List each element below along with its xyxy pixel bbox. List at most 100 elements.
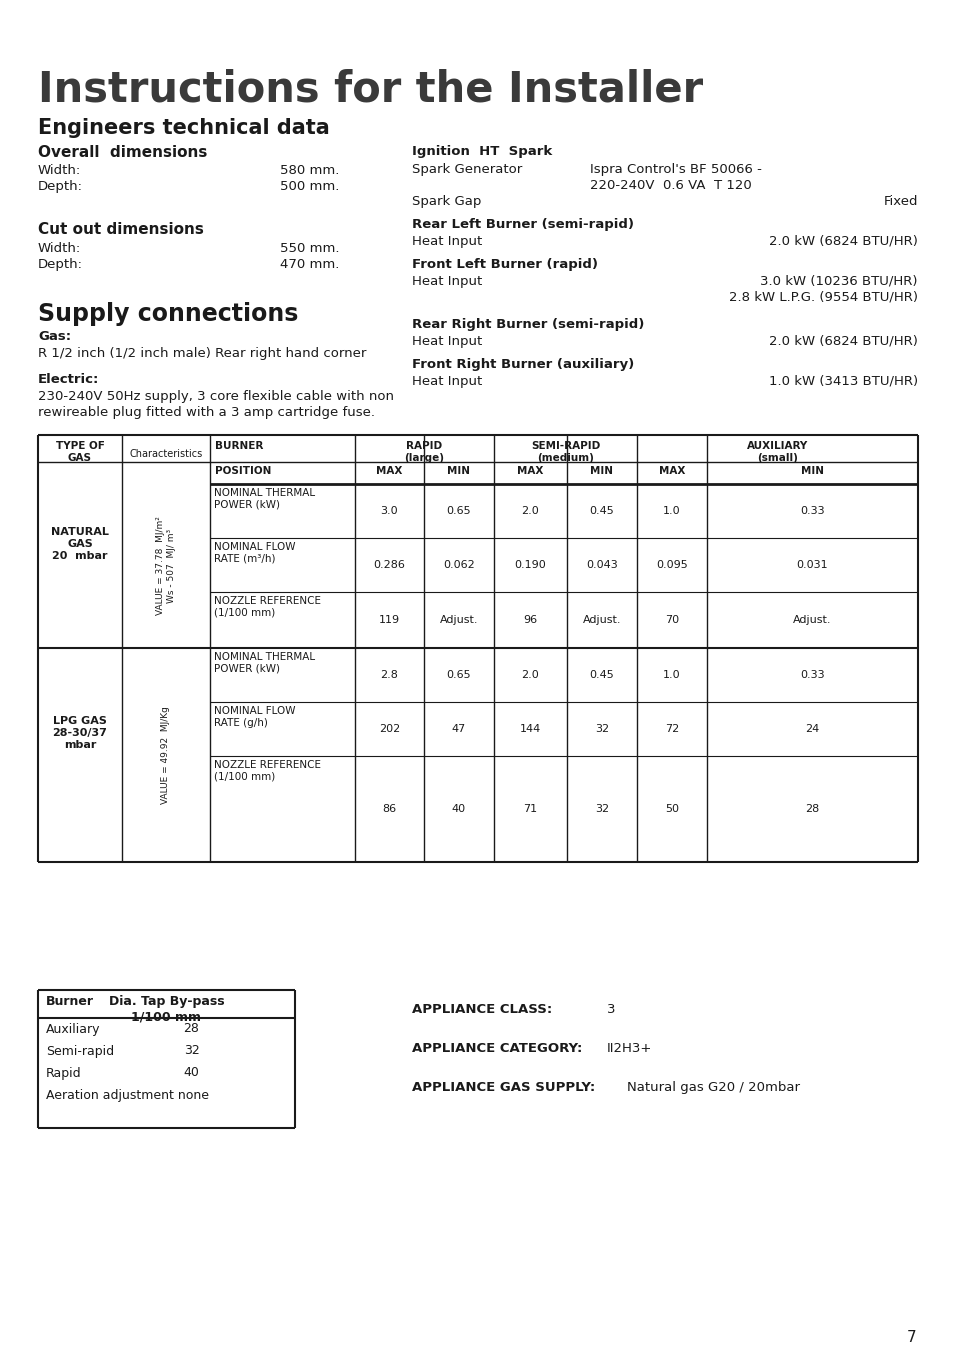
Text: Gas:: Gas: [38,330,71,343]
Text: 40: 40 [452,804,466,815]
Text: 202: 202 [378,724,399,734]
Text: 0.45: 0.45 [589,670,614,680]
Text: 0.33: 0.33 [800,507,824,516]
Text: 96: 96 [523,615,537,626]
Text: MIN: MIN [447,466,470,476]
Text: NOMINAL THERMAL
POWER (kW): NOMINAL THERMAL POWER (kW) [213,488,314,509]
Text: 28: 28 [804,804,819,815]
Text: 28: 28 [183,1023,199,1035]
Text: Adjust.: Adjust. [439,615,477,626]
Text: Spark Gap: Spark Gap [412,195,481,208]
Text: Rapid: Rapid [46,1066,82,1079]
Text: 500 mm.: 500 mm. [280,180,339,193]
Text: 0.45: 0.45 [589,507,614,516]
Text: 0.33: 0.33 [800,670,824,680]
Text: Auxiliary: Auxiliary [46,1023,100,1035]
Text: NATURAL
GAS
20  mbar: NATURAL GAS 20 mbar [51,527,109,561]
Text: MAX: MAX [517,466,543,476]
Text: 0.190: 0.190 [514,561,546,570]
Text: SEMI-RAPID
(medium): SEMI-RAPID (medium) [530,440,599,462]
Text: 230-240V 50Hz supply, 3 core flexible cable with non: 230-240V 50Hz supply, 3 core flexible ca… [38,390,394,403]
Text: NOMINAL FLOW
RATE (m³/h): NOMINAL FLOW RATE (m³/h) [213,542,295,563]
Text: 3: 3 [606,1002,615,1016]
Text: 70: 70 [664,615,679,626]
Text: NOMINAL THERMAL
POWER (kW): NOMINAL THERMAL POWER (kW) [213,653,314,674]
Text: Rear Left Burner (semi-rapid): Rear Left Burner (semi-rapid) [412,218,634,231]
Text: 2.0: 2.0 [521,670,538,680]
Text: VALUE = 49.92  MJ/Kg: VALUE = 49.92 MJ/Kg [161,707,171,804]
Text: Natural gas G20 / 20mbar: Natural gas G20 / 20mbar [626,1081,800,1094]
Text: Heat Input: Heat Input [412,335,482,349]
Text: Heat Input: Heat Input [412,276,482,288]
Text: 32: 32 [595,804,608,815]
Text: MIN: MIN [590,466,613,476]
Text: 119: 119 [378,615,399,626]
Text: 47: 47 [452,724,466,734]
Text: 32: 32 [183,1044,199,1058]
Text: TYPE OF
GAS: TYPE OF GAS [55,440,104,462]
Text: POSITION: POSITION [214,466,271,476]
Text: 2.0 kW (6824 BTU/HR): 2.0 kW (6824 BTU/HR) [768,235,917,249]
Text: 32: 32 [595,724,608,734]
Text: 7: 7 [905,1329,915,1346]
Text: 0.031: 0.031 [796,561,827,570]
Text: NOZZLE REFERENCE
(1/100 mm): NOZZLE REFERENCE (1/100 mm) [213,596,320,617]
Text: AUXILIARY
(small): AUXILIARY (small) [746,440,807,462]
Text: Dia. Tap By-pass
1/100 mm: Dia. Tap By-pass 1/100 mm [109,994,224,1023]
Text: Fixed: Fixed [882,195,917,208]
Text: Ignition  HT  Spark: Ignition HT Spark [412,145,552,158]
Text: APPLIANCE CLASS:: APPLIANCE CLASS: [412,1002,552,1016]
Text: 2.8: 2.8 [380,670,398,680]
Text: RAPID
(large): RAPID (large) [404,440,444,462]
Text: Adjust.: Adjust. [582,615,620,626]
Text: Spark Generator: Spark Generator [412,163,521,176]
Text: 24: 24 [804,724,819,734]
Text: APPLIANCE GAS SUPPLY:: APPLIANCE GAS SUPPLY: [412,1081,595,1094]
Text: Cut out dimensions: Cut out dimensions [38,222,204,236]
Text: Front Right Burner (auxiliary): Front Right Burner (auxiliary) [412,358,634,372]
Text: 0.062: 0.062 [442,561,475,570]
Text: Instructions for the Installer: Instructions for the Installer [38,68,702,109]
Text: NOZZLE REFERENCE
(1/100 mm): NOZZLE REFERENCE (1/100 mm) [213,761,320,782]
Text: 0.286: 0.286 [374,561,405,570]
Text: APPLIANCE CATEGORY:: APPLIANCE CATEGORY: [412,1042,581,1055]
Text: 0.095: 0.095 [656,561,687,570]
Text: 3.0 kW (10236 BTU/HR): 3.0 kW (10236 BTU/HR) [760,276,917,288]
Text: 580 mm.: 580 mm. [280,163,339,177]
Text: Electric:: Electric: [38,373,99,386]
Text: 1.0: 1.0 [662,507,680,516]
Text: 1.0: 1.0 [662,670,680,680]
Text: R 1/2 inch (1/2 inch male) Rear right hand corner: R 1/2 inch (1/2 inch male) Rear right ha… [38,347,366,359]
Text: Burner: Burner [46,994,94,1008]
Text: 0.65: 0.65 [446,670,471,680]
Text: Ispra Control's BF 50066 -: Ispra Control's BF 50066 - [589,163,761,176]
Text: 0.65: 0.65 [446,507,471,516]
Text: VALUE = 37.78  MJ/m²
Ws - 507  MJ/ m³: VALUE = 37.78 MJ/m² Ws - 507 MJ/ m³ [156,516,175,616]
Text: MIN: MIN [801,466,823,476]
Text: rewireable plug fitted with a 3 amp cartridge fuse.: rewireable plug fitted with a 3 amp cart… [38,407,375,419]
Text: 0.043: 0.043 [585,561,618,570]
Text: 144: 144 [519,724,540,734]
Text: Width:: Width: [38,242,81,255]
Text: Overall  dimensions: Overall dimensions [38,145,207,159]
Text: 50: 50 [664,804,679,815]
Text: 72: 72 [664,724,679,734]
Text: 3.0: 3.0 [380,507,398,516]
Text: Depth:: Depth: [38,180,83,193]
Text: II2H3+: II2H3+ [606,1042,652,1055]
Text: Heat Input: Heat Input [412,376,482,388]
Text: Depth:: Depth: [38,258,83,272]
Text: 2.0 kW (6824 BTU/HR): 2.0 kW (6824 BTU/HR) [768,335,917,349]
Text: 550 mm.: 550 mm. [280,242,339,255]
Text: 40: 40 [183,1066,199,1079]
Text: Engineers technical data: Engineers technical data [38,118,330,138]
Text: Rear Right Burner (semi-rapid): Rear Right Burner (semi-rapid) [412,317,643,331]
Text: BURNER: BURNER [214,440,263,451]
Text: MAX: MAX [659,466,684,476]
Text: 71: 71 [523,804,537,815]
Text: 2.0: 2.0 [521,507,538,516]
Text: 470 mm.: 470 mm. [280,258,339,272]
Text: Adjust.: Adjust. [792,615,831,626]
Text: NOMINAL FLOW
RATE (g/h): NOMINAL FLOW RATE (g/h) [213,707,295,728]
Text: Characteristics: Characteristics [130,449,202,459]
